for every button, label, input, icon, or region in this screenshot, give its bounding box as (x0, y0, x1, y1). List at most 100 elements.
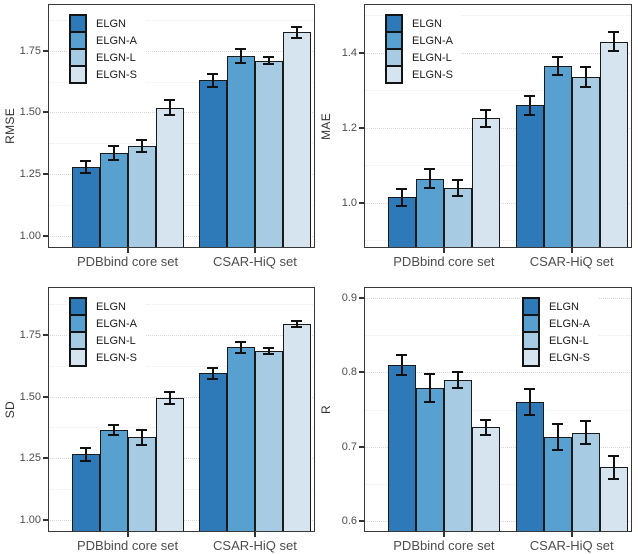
bar (471, 427, 500, 532)
error-bar-cap (608, 454, 620, 457)
minor-gridline (48, 20, 315, 22)
bar (599, 41, 628, 248)
x-tick-label: CSAR-HiQ set (529, 538, 614, 553)
bar (226, 347, 255, 532)
error-bar (484, 419, 487, 435)
legend-item: ELGN-L (522, 331, 590, 350)
bar (254, 351, 283, 532)
bar (571, 432, 600, 532)
error-bar-cap (452, 195, 464, 198)
error-bar-cap (424, 186, 436, 189)
error-bar (211, 367, 214, 379)
error-bar-cap (80, 159, 92, 162)
error-bar-cap (424, 168, 436, 171)
error-bar-cap (524, 113, 536, 116)
bar (127, 437, 156, 532)
error-bar-cap (136, 150, 148, 153)
bar (155, 397, 184, 532)
y-axis-tick (43, 173, 48, 176)
y-axis-title-text: SD (3, 400, 17, 419)
error-bar-cap (552, 422, 564, 425)
bar (99, 153, 128, 248)
legend-swatch (69, 348, 87, 367)
error-bar-cap (424, 401, 436, 404)
error-bar-cap (235, 340, 247, 343)
x-axis-tick (570, 248, 573, 253)
bar (127, 145, 156, 248)
legend-label: ELGN-L (549, 334, 589, 347)
error-bar-cap (207, 377, 219, 380)
error-bar-cap (580, 420, 592, 423)
bar (571, 77, 600, 248)
y-axis-title: R (318, 287, 334, 532)
minor-gridline (48, 81, 315, 83)
error-bar-cap (580, 86, 592, 89)
legend-label: ELGN-S (549, 351, 590, 364)
minor-gridline (48, 365, 315, 367)
error-bar (556, 423, 559, 451)
error-bar-cap (263, 352, 275, 355)
y-axis-tick (43, 49, 48, 52)
y-axis-title-text: MAE (319, 112, 333, 140)
bar (71, 166, 100, 248)
y-axis-title: MAE (318, 4, 334, 248)
error-bar (400, 189, 403, 206)
error-bar (168, 99, 171, 116)
y-tick-label: 1.50 (19, 390, 41, 403)
error-bar-cap (291, 319, 303, 322)
x-axis-tick (253, 532, 256, 537)
y-tick-label: 1.75 (19, 44, 41, 57)
legend-label: ELGN (549, 300, 579, 313)
y-tick-label: 1.2 (341, 121, 357, 134)
bar (282, 32, 311, 248)
error-bar-cap (136, 138, 148, 141)
error-bar-cap (164, 114, 176, 117)
error-bar-cap (608, 49, 620, 52)
minor-gridline (48, 304, 315, 306)
y-tick-label: 1.25 (19, 168, 41, 181)
error-bar-cap (424, 372, 436, 375)
major-gridline (48, 50, 315, 52)
error-bar-cap (263, 55, 275, 58)
error-bar-cap (452, 370, 464, 373)
error-bar (84, 447, 87, 462)
y-tick-label: 0.6 (341, 514, 357, 527)
error-bar-cap (164, 402, 176, 405)
error-bar-cap (552, 74, 564, 77)
bar (415, 387, 444, 532)
error-bar (584, 421, 587, 444)
y-tick-label: 1.00 (19, 513, 41, 526)
error-bar (84, 160, 87, 173)
legend: ELGN ELGN-A ELGN-L ELGN-S (521, 296, 598, 368)
bar (198, 373, 227, 532)
error-bar (584, 67, 587, 88)
x-tick-label: CSAR-HiQ set (213, 254, 297, 269)
error-bar-cap (80, 171, 92, 174)
error-bar-cap (136, 428, 148, 431)
legend: ELGN ELGN-A ELGN-L ELGN-S (384, 13, 461, 85)
error-bar-cap (452, 386, 464, 389)
major-gridline (364, 52, 632, 54)
minor-gridline (364, 90, 632, 92)
legend-label: ELGN-S (96, 351, 137, 364)
major-gridline (48, 396, 315, 398)
error-bar-cap (164, 390, 176, 393)
legend-swatch (522, 348, 540, 367)
error-bar (140, 139, 143, 152)
y-axis-tick (43, 457, 48, 460)
y-axis-tick (43, 334, 48, 336)
legend-item: ELGN-S (522, 348, 590, 367)
error-bar-cap (552, 449, 564, 452)
major-gridline (364, 298, 632, 300)
error-bar-cap (608, 31, 620, 34)
error-bar-cap (235, 61, 247, 64)
error-bar-cap (108, 159, 120, 161)
legend-item: ELGN (69, 297, 137, 316)
error-bar-cap (263, 347, 275, 350)
legend-label: ELGN-A (549, 317, 590, 330)
error-bar (295, 26, 298, 38)
error-bar-cap (108, 433, 120, 436)
error-bar-cap (108, 145, 120, 148)
bar (71, 454, 100, 532)
